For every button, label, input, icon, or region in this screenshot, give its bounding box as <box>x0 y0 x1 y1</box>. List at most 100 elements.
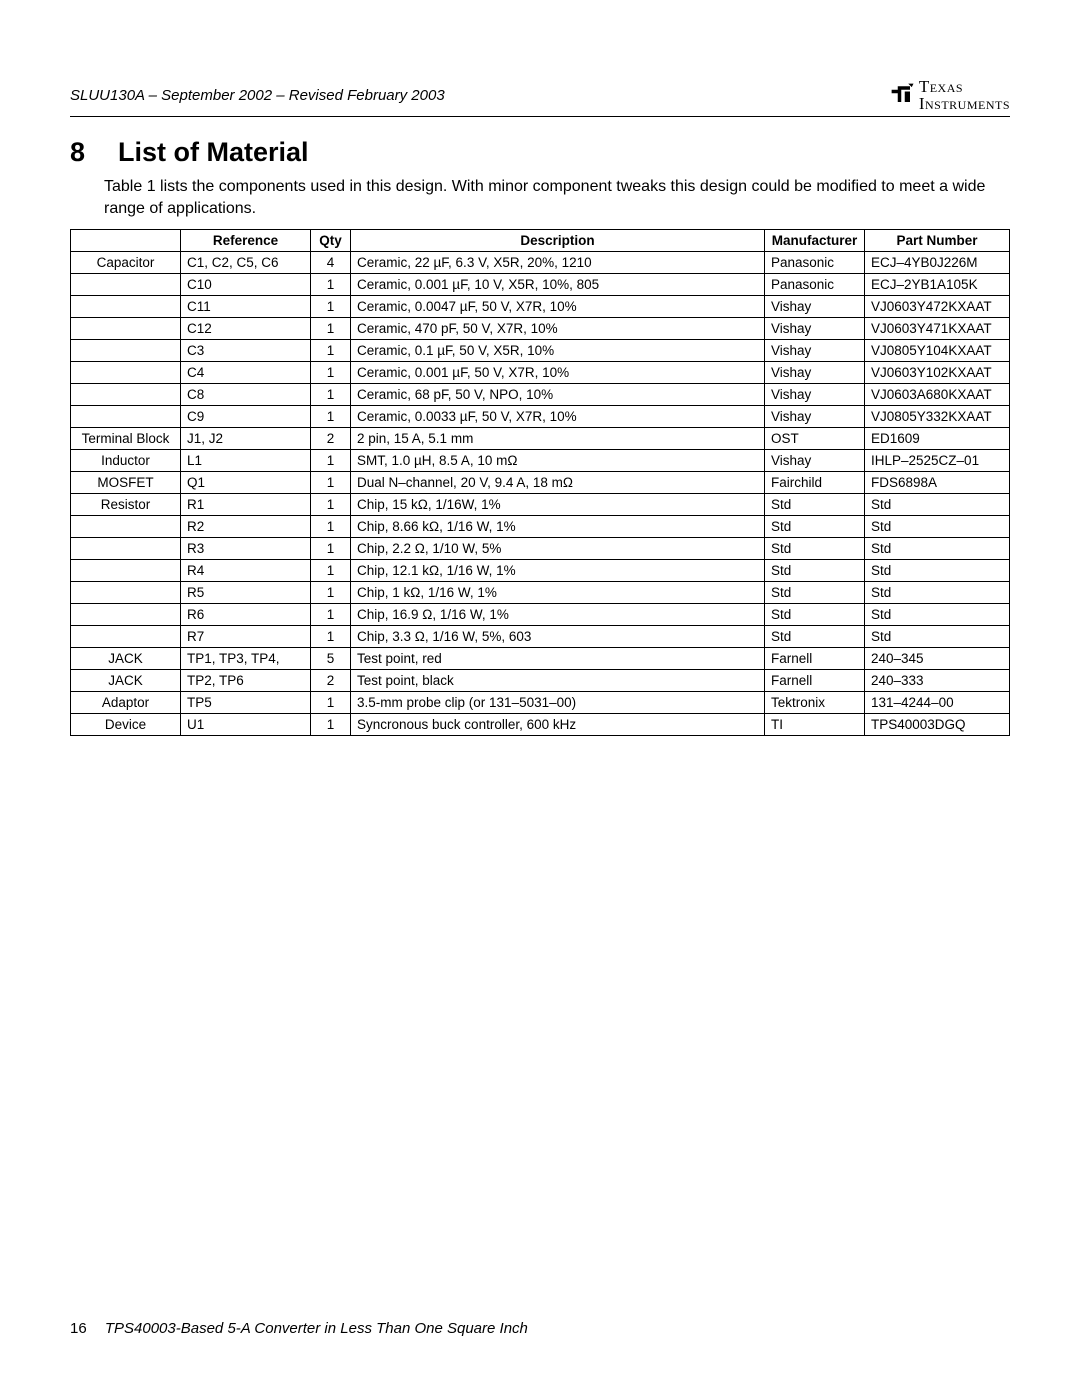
table-cell: Chip, 3.3 Ω, 1/16 W, 5%, 603 <box>351 626 765 648</box>
table-cell: Ceramic, 0.1 µF, 50 V, X5R, 10% <box>351 340 765 362</box>
table-cell: Terminal Block <box>71 428 181 450</box>
table-cell: Std <box>765 626 865 648</box>
bom-col-header: Manufacturer <box>765 230 865 252</box>
table-cell: 2 <box>311 428 351 450</box>
table-cell: Chip, 2.2 Ω, 1/10 W, 5% <box>351 538 765 560</box>
table-cell: R6 <box>181 604 311 626</box>
table-cell: R2 <box>181 516 311 538</box>
table-row: InductorL11SMT, 1.0 µH, 8.5 A, 10 mΩVish… <box>71 450 1010 472</box>
table-cell: Vishay <box>765 450 865 472</box>
table-cell: Test point, black <box>351 670 765 692</box>
page-number: 16 <box>70 1320 87 1337</box>
table-cell: TP2, TP6 <box>181 670 311 692</box>
table-cell: 2 pin, 15 A, 5.1 mm <box>351 428 765 450</box>
table-cell: VJ0603Y471KXAAT <box>865 318 1010 340</box>
table-cell: Panasonic <box>765 252 865 274</box>
table-row: C111Ceramic, 0.0047 µF, 50 V, X7R, 10%Vi… <box>71 296 1010 318</box>
table-cell: Vishay <box>765 296 865 318</box>
table-cell: C9 <box>181 406 311 428</box>
table-cell <box>71 582 181 604</box>
table-cell: R1 <box>181 494 311 516</box>
table-cell <box>71 406 181 428</box>
table-cell: IHLP–2525CZ–01 <box>865 450 1010 472</box>
table-cell <box>71 384 181 406</box>
table-cell: Adaptor <box>71 692 181 714</box>
section-number: 8 <box>70 137 118 168</box>
table-cell: Std <box>765 494 865 516</box>
table-cell: 1 <box>311 560 351 582</box>
bom-col-header: Description <box>351 230 765 252</box>
table-cell: Std <box>865 582 1010 604</box>
table-cell: C3 <box>181 340 311 362</box>
table-cell: 1 <box>311 296 351 318</box>
table-cell <box>71 274 181 296</box>
table-row: R71Chip, 3.3 Ω, 1/16 W, 5%, 603StdStd <box>71 626 1010 648</box>
table-row: JACKTP2, TP62Test point, blackFarnell240… <box>71 670 1010 692</box>
table-cell: 3.5-mm probe clip (or 131–5031–00) <box>351 692 765 714</box>
table-cell: OST <box>765 428 865 450</box>
bom-col-header: Qty <box>311 230 351 252</box>
table-cell: Ceramic, 0.001 µF, 50 V, X7R, 10% <box>351 362 765 384</box>
table-cell: VJ0805Y104KXAAT <box>865 340 1010 362</box>
table-cell: TI <box>765 714 865 736</box>
table-cell: Ceramic, 470 pF, 50 V, X7R, 10% <box>351 318 765 340</box>
table-cell: 1 <box>311 274 351 296</box>
table-cell: Dual N–channel, 20 V, 9.4 A, 18 mΩ <box>351 472 765 494</box>
table-cell: Vishay <box>765 406 865 428</box>
table-row: C101Ceramic, 0.001 µF, 10 V, X5R, 10%, 8… <box>71 274 1010 296</box>
table-row: MOSFETQ11Dual N–channel, 20 V, 9.4 A, 18… <box>71 472 1010 494</box>
table-cell: Chip, 1 kΩ, 1/16 W, 1% <box>351 582 765 604</box>
table-cell: Capacitor <box>71 252 181 274</box>
table-cell: C12 <box>181 318 311 340</box>
table-cell: Std <box>765 560 865 582</box>
table-cell: FDS6898A <box>865 472 1010 494</box>
table-cell: 1 <box>311 384 351 406</box>
table-cell: Ceramic, 68 pF, 50 V, NPO, 10% <box>351 384 765 406</box>
table-cell <box>71 604 181 626</box>
table-cell: 1 <box>311 340 351 362</box>
table-row: R31Chip, 2.2 Ω, 1/10 W, 5%StdStd <box>71 538 1010 560</box>
table-row: CapacitorC1, C2, C5, C64Ceramic, 22 µF, … <box>71 252 1010 274</box>
bom-table: ReferenceQtyDescriptionManufacturerPart … <box>70 229 1010 736</box>
table-cell: Ceramic, 0.001 µF, 10 V, X5R, 10%, 805 <box>351 274 765 296</box>
table-cell: Std <box>865 538 1010 560</box>
table-cell <box>71 626 181 648</box>
section-heading: 8 List of Material <box>70 137 1010 168</box>
ti-logo-icon <box>889 81 917 109</box>
table-cell: Std <box>765 538 865 560</box>
table-cell: 5 <box>311 648 351 670</box>
table-cell: ECJ–2YB1A105K <box>865 274 1010 296</box>
table-cell: Farnell <box>765 670 865 692</box>
table-cell: Farnell <box>765 648 865 670</box>
table-cell: Device <box>71 714 181 736</box>
table-row: R41Chip, 12.1 kΩ, 1/16 W, 1%StdStd <box>71 560 1010 582</box>
table-cell: 131–4244–00 <box>865 692 1010 714</box>
table-cell: C8 <box>181 384 311 406</box>
table-row: Terminal BlockJ1, J222 pin, 15 A, 5.1 mm… <box>71 428 1010 450</box>
table-cell: L1 <box>181 450 311 472</box>
table-cell: C11 <box>181 296 311 318</box>
table-cell: 1 <box>311 626 351 648</box>
table-row: R61Chip, 16.9 Ω, 1/16 W, 1%StdStd <box>71 604 1010 626</box>
table-cell <box>71 340 181 362</box>
table-cell: Std <box>765 516 865 538</box>
table-row: DeviceU11Syncronous buck controller, 600… <box>71 714 1010 736</box>
table-cell: C4 <box>181 362 311 384</box>
table-cell: 1 <box>311 604 351 626</box>
table-cell: C10 <box>181 274 311 296</box>
table-cell: Chip, 15 kΩ, 1/16W, 1% <box>351 494 765 516</box>
table-cell: Tektronix <box>765 692 865 714</box>
table-cell: VJ0805Y332KXAAT <box>865 406 1010 428</box>
table-cell: 1 <box>311 692 351 714</box>
table-cell: VJ0603Y472KXAAT <box>865 296 1010 318</box>
table-row: C31Ceramic, 0.1 µF, 50 V, X5R, 10%Vishay… <box>71 340 1010 362</box>
table-cell: JACK <box>71 670 181 692</box>
document-id: SLUU130A – September 2002 – Revised Febr… <box>70 87 445 104</box>
table-cell: Std <box>865 626 1010 648</box>
table-cell: Q1 <box>181 472 311 494</box>
ti-logo-text: Texas Instruments <box>919 78 1010 112</box>
table-cell: Vishay <box>765 362 865 384</box>
table-cell: Std <box>865 604 1010 626</box>
table-cell: Syncronous buck controller, 600 kHz <box>351 714 765 736</box>
table-cell: SMT, 1.0 µH, 8.5 A, 10 mΩ <box>351 450 765 472</box>
